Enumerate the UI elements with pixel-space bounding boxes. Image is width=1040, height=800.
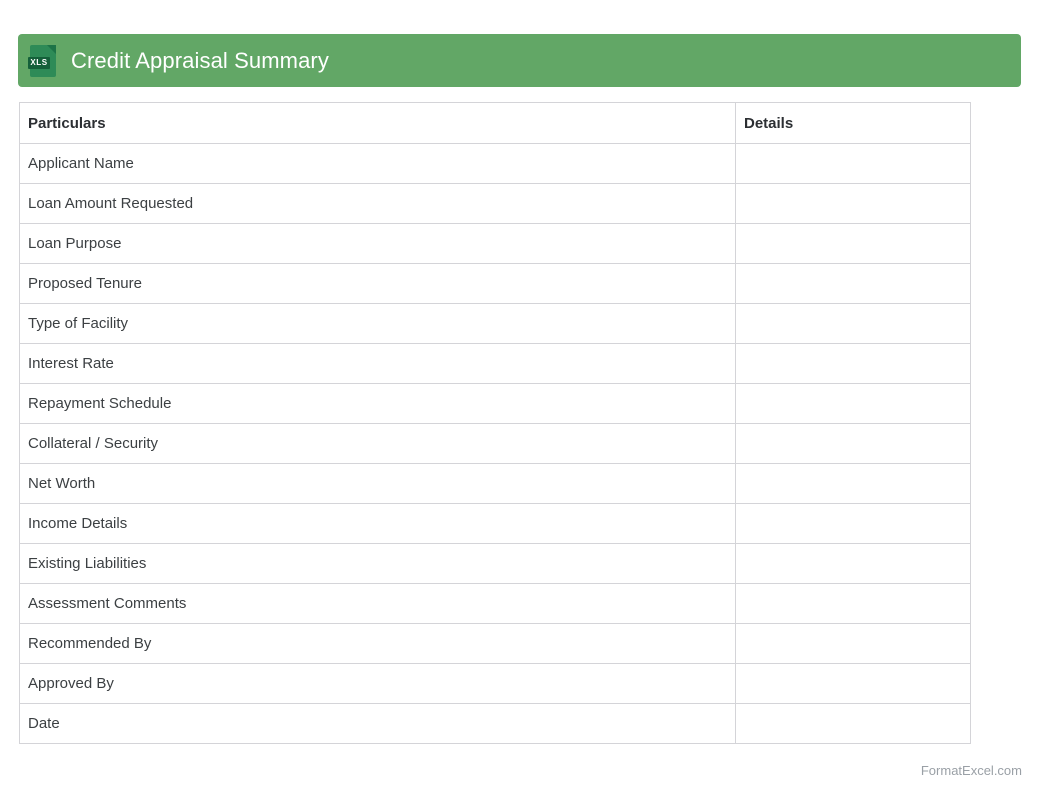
footer-watermark: FormatExcel.com	[920, 763, 1022, 778]
table-row: Type of Facility	[19, 303, 971, 344]
row-value-date[interactable]	[735, 703, 971, 744]
table-header: Particulars Details	[19, 102, 971, 144]
credit-appraisal-table: Particulars Details Applicant Name Loan …	[19, 102, 971, 744]
row-label-collateral-security: Collateral / Security	[19, 423, 736, 464]
row-label-interest-rate: Interest Rate	[19, 343, 736, 384]
row-value-type-of-facility[interactable]	[735, 303, 971, 344]
table-row: Approved By	[19, 663, 971, 704]
table-row: Date	[19, 703, 971, 744]
row-value-proposed-tenure[interactable]	[735, 263, 971, 304]
row-value-income-details[interactable]	[735, 503, 971, 544]
xls-file-icon: XLS	[28, 44, 58, 78]
column-header-details: Details	[735, 102, 971, 144]
row-value-applicant-name[interactable]	[735, 143, 971, 184]
row-value-interest-rate[interactable]	[735, 343, 971, 384]
table-row: Income Details	[19, 503, 971, 544]
table-row: Interest Rate	[19, 343, 971, 384]
table-row: Existing Liabilities	[19, 543, 971, 584]
table-body: Applicant Name Loan Amount Requested Loa…	[19, 143, 971, 744]
row-label-approved-by: Approved By	[19, 663, 736, 704]
table-row: Applicant Name	[19, 143, 971, 184]
row-label-recommended-by: Recommended By	[19, 623, 736, 664]
file-corner-fold	[47, 44, 56, 54]
row-label-loan-purpose: Loan Purpose	[19, 223, 736, 264]
row-label-type-of-facility: Type of Facility	[19, 303, 736, 344]
document-header-banner: XLS Credit Appraisal Summary	[18, 34, 1021, 87]
row-value-net-worth[interactable]	[735, 463, 971, 504]
table-row: Repayment Schedule	[19, 383, 971, 424]
page-title: Credit Appraisal Summary	[71, 47, 329, 73]
row-label-repayment-schedule: Repayment Schedule	[19, 383, 736, 424]
table-header-row: Particulars Details	[19, 102, 971, 144]
row-value-collateral-security[interactable]	[735, 423, 971, 464]
column-header-particulars: Particulars	[19, 102, 736, 144]
row-value-repayment-schedule[interactable]	[735, 383, 971, 424]
row-label-date: Date	[19, 703, 736, 744]
xls-badge-label: XLS	[28, 56, 50, 69]
row-value-loan-purpose[interactable]	[735, 223, 971, 264]
table-row: Recommended By	[19, 623, 971, 664]
row-label-assessment-comments: Assessment Comments	[19, 583, 736, 624]
table-row: Loan Amount Requested	[19, 183, 971, 224]
row-label-loan-amount-requested: Loan Amount Requested	[19, 183, 736, 224]
row-value-recommended-by[interactable]	[735, 623, 971, 664]
row-value-approved-by[interactable]	[735, 663, 971, 704]
table-row: Loan Purpose	[19, 223, 971, 264]
row-label-net-worth: Net Worth	[19, 463, 736, 504]
credit-appraisal-table-container: Particulars Details Applicant Name Loan …	[19, 102, 971, 744]
table-row: Net Worth	[19, 463, 971, 504]
table-row: Proposed Tenure	[19, 263, 971, 304]
row-label-existing-liabilities: Existing Liabilities	[19, 543, 736, 584]
row-label-income-details: Income Details	[19, 503, 736, 544]
table-row: Assessment Comments	[19, 583, 971, 624]
row-value-assessment-comments[interactable]	[735, 583, 971, 624]
row-label-applicant-name: Applicant Name	[19, 143, 736, 184]
table-row: Collateral / Security	[19, 423, 971, 464]
row-label-proposed-tenure: Proposed Tenure	[19, 263, 736, 304]
row-value-existing-liabilities[interactable]	[735, 543, 971, 584]
row-value-loan-amount-requested[interactable]	[735, 183, 971, 224]
